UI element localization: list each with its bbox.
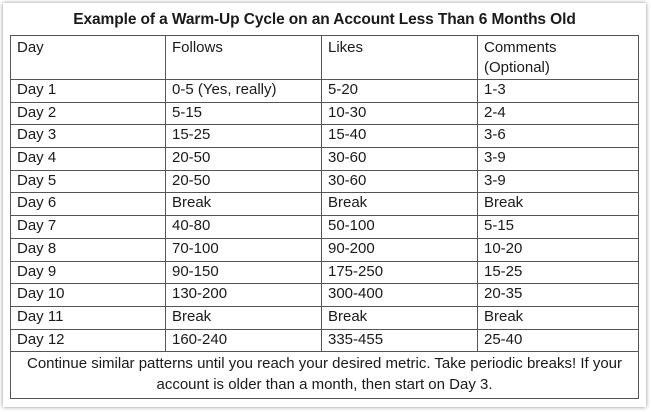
cell-follows: Break (165, 192, 322, 217)
table-row: Day 10 130-200 300-400 20-35 (10, 283, 639, 307)
cell-comments: 15-25 (477, 260, 639, 285)
cell-day: Day 11 (10, 305, 166, 330)
cell-day: Day 6 (10, 192, 166, 217)
cell-follows: Break (165, 305, 322, 330)
table-header-row: Day Follows Likes Comments (Optional) (10, 35, 639, 80)
table-row: Day 12 160-240 335-455 25-40 (10, 328, 639, 353)
table-title: Example of a Warm-Up Cycle on an Account… (73, 11, 576, 28)
footer-note: Continue similar patterns until you reac… (10, 351, 639, 400)
header-day: Day (10, 35, 166, 80)
cell-day: Day 9 (10, 260, 166, 285)
table-row: Day 1 0-5 (Yes, really) 5-20 1-3 (10, 79, 639, 103)
cell-comments: 3-6 (477, 124, 639, 149)
table-footer-row: Continue similar patterns until you reac… (10, 351, 639, 400)
cell-follows: 70-100 (165, 237, 322, 262)
cell-comments: 20-35 (477, 283, 639, 307)
cell-comments: 5-15 (477, 215, 639, 239)
table-row: Day 9 90-150 175-250 15-25 (10, 260, 639, 285)
cell-day: Day 5 (10, 169, 166, 194)
header-likes: Likes (321, 35, 478, 80)
warmup-table-card: Example of a Warm-Up Cycle on an Account… (3, 3, 646, 407)
cell-follows: 160-240 (165, 328, 322, 353)
cell-follows: 20-50 (165, 147, 322, 171)
cell-day: Day 2 (10, 101, 166, 126)
table-body: Day Follows Likes Comments (Optional) Day… (10, 35, 639, 400)
cell-comments: 10-20 (477, 237, 639, 262)
cell-day: Day 10 (10, 283, 166, 307)
table-row: Day 6 Break Break Break (10, 192, 639, 217)
cell-day: Day 7 (10, 215, 166, 239)
cell-comments: Break (477, 305, 639, 330)
header-comments-label: Comments (484, 39, 557, 56)
cell-likes: 335-455 (321, 328, 478, 353)
cell-likes: 5-20 (321, 79, 478, 103)
warmup-table: Day Follows Likes Comments (Optional) Day… (10, 35, 639, 400)
cell-follows: 20-50 (165, 169, 322, 194)
cell-likes: 50-100 (321, 215, 478, 239)
cell-likes: 30-60 (321, 169, 478, 194)
cell-comments: Break (477, 192, 639, 217)
cell-day: Day 4 (10, 147, 166, 171)
cell-follows: 0-5 (Yes, really) (165, 79, 322, 103)
cell-day: Day 12 (10, 328, 166, 353)
cell-comments: 3-9 (477, 147, 639, 171)
header-comments: Comments (Optional) (477, 35, 639, 80)
cell-likes: Break (321, 305, 478, 330)
cell-comments: 3-9 (477, 169, 639, 194)
cell-likes: 15-40 (321, 124, 478, 149)
cell-likes: 90-200 (321, 237, 478, 262)
cell-comments: 1-3 (477, 79, 639, 103)
cell-follows: 40-80 (165, 215, 322, 239)
cell-likes: 10-30 (321, 101, 478, 126)
cell-comments: 2-4 (477, 101, 639, 126)
header-comments-note: (Optional) (484, 59, 550, 76)
cell-day: Day 3 (10, 124, 166, 149)
header-follows: Follows (165, 35, 322, 80)
table-row: Day 2 5-15 10-30 2-4 (10, 101, 639, 126)
table-row: Day 3 15-25 15-40 3-6 (10, 124, 639, 149)
cell-likes: Break (321, 192, 478, 217)
cell-day: Day 1 (10, 79, 166, 103)
table-row: Day 7 40-80 50-100 5-15 (10, 215, 639, 239)
table-row: Day 8 70-100 90-200 10-20 (10, 237, 639, 262)
table-row: Day 4 20-50 30-60 3-9 (10, 147, 639, 171)
cell-follows: 5-15 (165, 101, 322, 126)
cell-comments: 25-40 (477, 328, 639, 353)
cell-follows: 130-200 (165, 283, 322, 307)
table-row: Day 5 20-50 30-60 3-9 (10, 169, 639, 194)
cell-likes: 300-400 (321, 283, 478, 307)
table-row: Day 11 Break Break Break (10, 305, 639, 330)
cell-follows: 15-25 (165, 124, 322, 149)
cell-likes: 30-60 (321, 147, 478, 171)
cell-day: Day 8 (10, 237, 166, 262)
cell-follows: 90-150 (165, 260, 322, 285)
cell-likes: 175-250 (321, 260, 478, 285)
